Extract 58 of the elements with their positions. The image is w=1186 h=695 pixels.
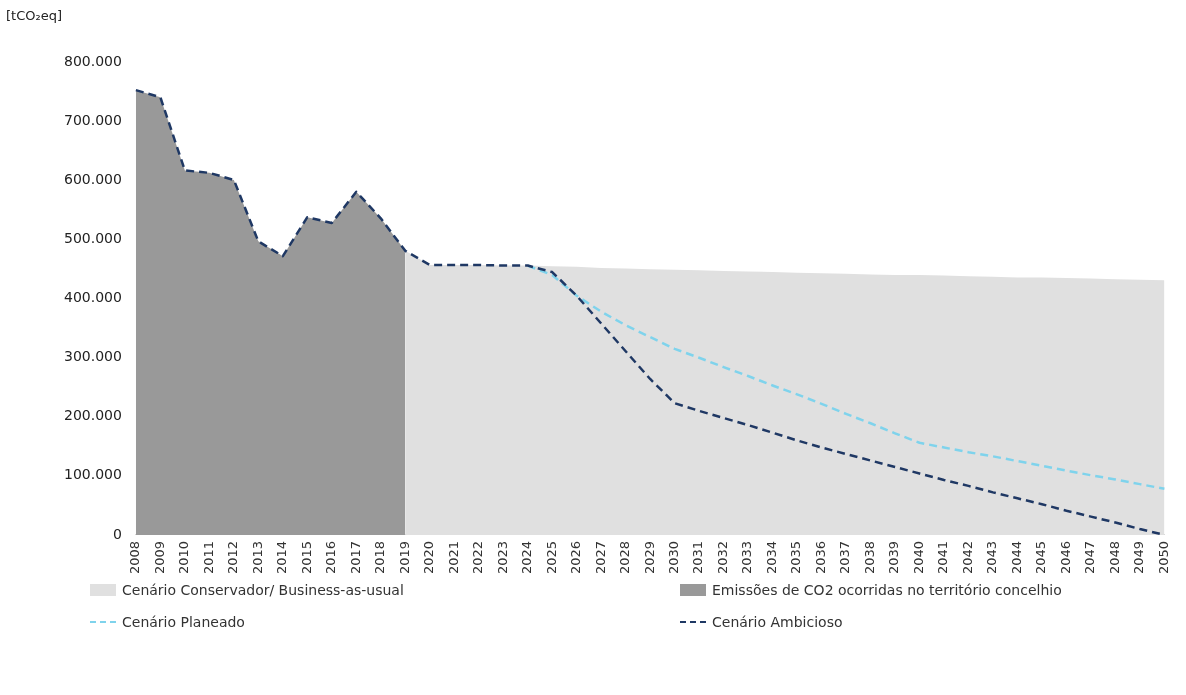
y-tick-label: 400.000 xyxy=(63,289,122,306)
x-tick-label: 2024 xyxy=(519,540,535,575)
x-tick-label: 2023 xyxy=(494,540,510,575)
x-tick-label: 2040 xyxy=(910,540,926,575)
x-tick-label: 2041 xyxy=(935,540,951,575)
x-tick-label: 2030 xyxy=(666,540,682,575)
x-tick-label: 2010 xyxy=(176,540,192,575)
x-tick-label: 2020 xyxy=(421,540,437,575)
y-axis-title: [tCO₂eq] xyxy=(6,8,63,23)
x-tick-label: 2043 xyxy=(984,540,1000,575)
legend-label: Emissões de CO2 ocorridas no território concelhio xyxy=(712,582,1062,598)
x-tick-label: 2026 xyxy=(568,540,584,575)
x-tick-label: 2050 xyxy=(1155,540,1171,575)
x-tick-label: 2013 xyxy=(249,540,265,575)
x-tick-label: 2012 xyxy=(225,540,241,575)
x-tick-label: 2025 xyxy=(543,540,559,575)
x-tick-label: 2033 xyxy=(739,540,755,575)
x-tick-label: 2028 xyxy=(617,540,633,575)
x-tick-label: 2039 xyxy=(886,540,902,575)
y-tick-label: 200.000 xyxy=(63,407,122,424)
x-tick-label: 2045 xyxy=(1033,540,1049,575)
x-tick-label: 2031 xyxy=(690,540,706,575)
x-tick-label: 2018 xyxy=(372,540,388,575)
legend-label: Cenário Ambicioso xyxy=(712,614,843,630)
x-tick-label: 2009 xyxy=(151,540,167,575)
y-tick-label: 300.000 xyxy=(63,348,122,365)
y-tick-label: 500.000 xyxy=(63,230,122,247)
line-series xyxy=(526,264,1166,491)
y-tick-label: 0 xyxy=(112,525,122,542)
y-tick-label: 600.000 xyxy=(63,171,122,188)
y-tick-label: 700.000 xyxy=(63,112,122,129)
x-tick-label: 2038 xyxy=(861,540,877,575)
x-tick-label: 2011 xyxy=(200,540,216,575)
x-tick-label: 2029 xyxy=(641,540,657,575)
x-tick-label: 2008 xyxy=(127,540,143,575)
legend-label: Cenário Conservador/ Business-as-usual xyxy=(122,582,404,598)
x-tick-label: 2042 xyxy=(959,540,975,575)
x-tick-label: 2027 xyxy=(592,540,608,575)
x-tick-label: 2016 xyxy=(323,540,339,575)
x-tick-label: 2035 xyxy=(788,540,804,575)
y-tick-label: 800.000 xyxy=(63,53,122,70)
x-tick-label: 2021 xyxy=(445,540,461,575)
x-tick-label: 2034 xyxy=(763,540,779,575)
x-tick-label: 2014 xyxy=(274,540,290,575)
x-tick-label: 2015 xyxy=(298,540,314,575)
x-tick-label: 2019 xyxy=(396,540,412,575)
x-tick-label: 2017 xyxy=(347,540,363,575)
x-tick-label: 2047 xyxy=(1082,540,1098,575)
x-tick-label: 2022 xyxy=(470,540,486,575)
x-tick-label: 2044 xyxy=(1008,540,1024,575)
x-tick-label: 2032 xyxy=(714,540,730,575)
x-tick-label: 2046 xyxy=(1057,540,1073,575)
x-tick-label: 2048 xyxy=(1106,540,1122,575)
x-tick-label: 2049 xyxy=(1131,540,1147,575)
x-tick-label: 2036 xyxy=(812,540,828,575)
y-tick-label: 100.000 xyxy=(63,466,122,483)
x-tick-label: 2037 xyxy=(837,540,853,575)
legend-label: Cenário Planeado xyxy=(122,614,245,630)
